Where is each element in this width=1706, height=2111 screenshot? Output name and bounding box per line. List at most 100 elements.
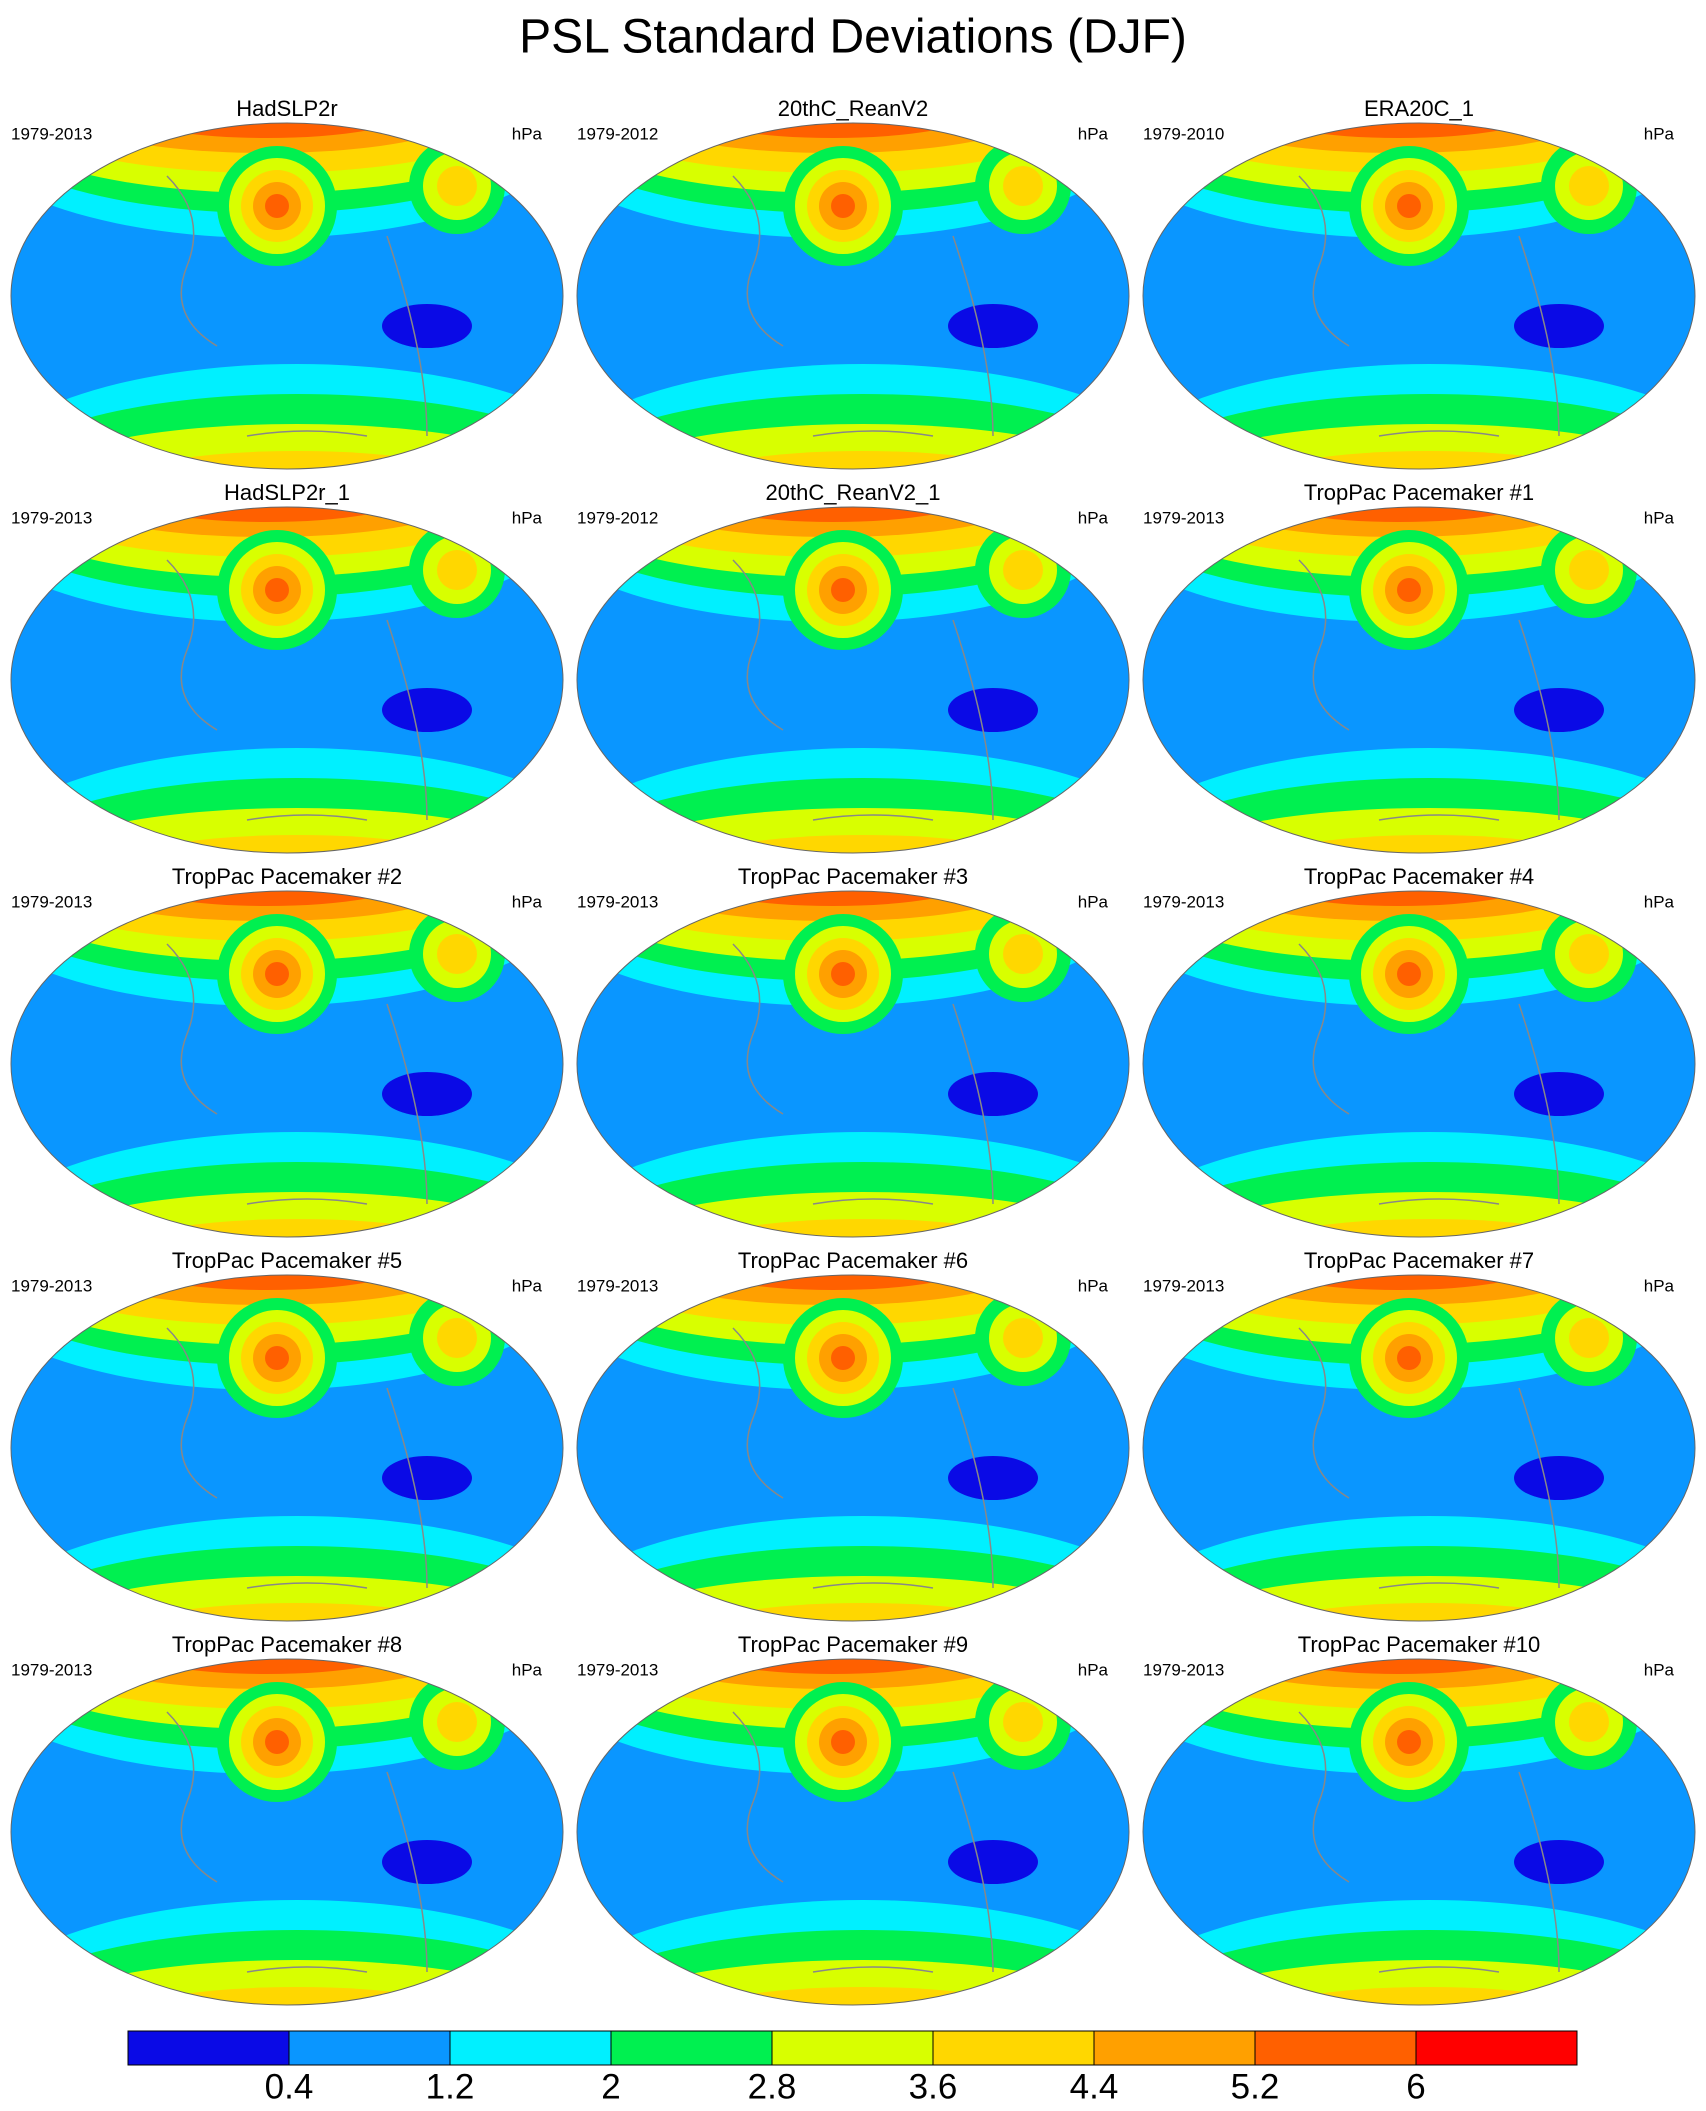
tropic-blob <box>948 1840 1038 1884</box>
atlantic-blob <box>1569 1318 1609 1358</box>
colorbar-label: 2.8 <box>748 2067 797 2106</box>
panel-units: hPa <box>1078 508 1109 527</box>
map <box>1143 123 1695 469</box>
tropic-blob <box>948 1456 1038 1500</box>
tropic-blob <box>382 1840 472 1884</box>
colorbar-label: 4.4 <box>1070 2067 1119 2106</box>
colorbar-box <box>289 2031 450 2065</box>
colorbar-box <box>450 2031 611 2065</box>
panel-units: hPa <box>512 892 543 911</box>
panel-period: 1979-2012 <box>577 508 658 527</box>
map <box>11 123 563 469</box>
panel-title: ERA20C_1 <box>1364 96 1474 121</box>
atlantic-blob <box>437 1318 477 1358</box>
panel-period: 1979-2013 <box>11 1660 92 1679</box>
colorbar-label: 2 <box>601 2067 620 2106</box>
panel-period: 1979-2013 <box>11 508 92 527</box>
aleutian-blob <box>831 578 855 602</box>
atlantic-blob <box>1003 166 1043 206</box>
tropic-blob <box>382 304 472 348</box>
panel-period: 1979-2013 <box>11 892 92 911</box>
atlantic-blob <box>1003 934 1043 974</box>
tropic-blob <box>948 688 1038 732</box>
aleutian-blob <box>831 1730 855 1754</box>
map-outline <box>1142 890 1696 1238</box>
colorbar-frame <box>127 2030 1578 2066</box>
tropic-blob <box>1514 304 1604 348</box>
panel-units: hPa <box>512 124 543 143</box>
coastline <box>1298 1711 1560 1973</box>
atlantic-blob <box>1003 550 1043 590</box>
coastline <box>1298 1327 1560 1589</box>
panel-period: 1979-2013 <box>577 892 658 911</box>
panel-period: 1979-2013 <box>1143 1660 1224 1679</box>
atlantic-blob <box>437 934 477 974</box>
map <box>11 891 563 1237</box>
aleutian-blob <box>265 1730 289 1754</box>
panel-units: hPa <box>1078 1276 1109 1295</box>
panel-title: 20thC_ReanV2_1 <box>766 480 941 505</box>
aleutian-blob <box>265 962 289 986</box>
colorbar-box <box>1255 2031 1416 2065</box>
panel-period: 1979-2013 <box>11 124 92 143</box>
panel-units: hPa <box>1644 1276 1675 1295</box>
map-outline <box>10 122 564 470</box>
coastline <box>166 1327 428 1589</box>
coastline <box>732 1711 994 1973</box>
panel-period: 1979-2013 <box>1143 508 1224 527</box>
map <box>11 1275 563 1621</box>
coastline <box>732 559 994 821</box>
colorbar-label: 6 <box>1406 2067 1425 2106</box>
panel-units: hPa <box>512 1276 543 1295</box>
panel-period: 1979-2013 <box>577 1660 658 1679</box>
panel-units: hPa <box>1644 1660 1675 1679</box>
colorbar-box <box>128 2031 289 2065</box>
panel-units: hPa <box>1078 1660 1109 1679</box>
aleutian-blob <box>1397 194 1421 218</box>
coastline <box>1298 559 1560 821</box>
map-outline <box>1142 1274 1696 1622</box>
coastline <box>1298 943 1560 1205</box>
colorbar-box <box>1416 2031 1577 2065</box>
atlantic-blob <box>437 1702 477 1742</box>
atlantic-blob <box>1569 166 1609 206</box>
aleutian-blob <box>1397 962 1421 986</box>
coastline <box>732 1327 994 1589</box>
colorbar-box <box>1094 2031 1255 2065</box>
tropic-blob <box>1514 1840 1604 1884</box>
panel-period: 1979-2010 <box>1143 124 1224 143</box>
aleutian-blob <box>1397 1730 1421 1754</box>
tropic-blob <box>1514 1456 1604 1500</box>
panel-period: 1979-2013 <box>1143 1276 1224 1295</box>
panel-title: TropPac Pacemaker #4 <box>1304 864 1534 889</box>
map-outline <box>1142 1658 1696 2006</box>
panel-title: TropPac Pacemaker #10 <box>1298 1632 1541 1657</box>
map-outline <box>10 506 564 854</box>
tropic-blob <box>948 304 1038 348</box>
atlantic-blob <box>437 166 477 206</box>
colorbar-label: 5.2 <box>1231 2067 1280 2106</box>
panel-title: TropPac Pacemaker #8 <box>172 1632 402 1657</box>
aleutian-blob <box>831 962 855 986</box>
panel-title: HadSLP2r <box>236 96 338 121</box>
panel-units: hPa <box>1078 892 1109 911</box>
coastline <box>732 175 994 437</box>
aleutian-blob <box>265 1346 289 1370</box>
panel-title: TropPac Pacemaker #3 <box>738 864 968 889</box>
panel-units: hPa <box>512 1660 543 1679</box>
panel-units: hPa <box>1644 892 1675 911</box>
colorbar-label: 1.2 <box>426 2067 475 2106</box>
tropic-blob <box>382 688 472 732</box>
panel-title: TropPac Pacemaker #6 <box>738 1248 968 1273</box>
map-outline <box>10 1274 564 1622</box>
map-outline <box>10 890 564 1238</box>
atlantic-blob <box>1569 934 1609 974</box>
map-outline <box>1142 122 1696 470</box>
coastline <box>166 943 428 1205</box>
map-outline <box>1142 506 1696 854</box>
atlantic-blob <box>1569 1702 1609 1742</box>
coastline <box>166 175 428 437</box>
coastline <box>166 1711 428 1973</box>
panel-units: hPa <box>1644 508 1675 527</box>
